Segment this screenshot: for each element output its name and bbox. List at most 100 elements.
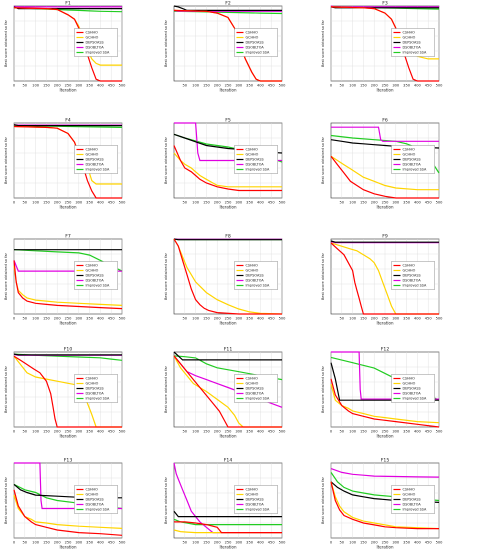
x-tick-label: 300 <box>75 84 83 88</box>
subplot-f12: 0 50 100 150 200 250 300 350 400 450 500 F12 Iterati… <box>321 347 443 439</box>
y-axis-label: Best score obtained so far <box>321 476 325 524</box>
x-tick-label: 400 <box>414 541 422 545</box>
x-tick-label: 50 <box>183 541 188 545</box>
x-tick-label: 350 <box>403 201 411 205</box>
x-tick-label: 150 <box>203 430 211 434</box>
x-tick-label: 500 <box>279 430 287 434</box>
legend-label: CSHHO <box>85 488 98 492</box>
subplot-title: F5 <box>225 118 231 124</box>
series-line-gchho <box>330 242 439 315</box>
x-tick-label: 400 <box>257 430 265 434</box>
x-tick-label: 400 <box>414 201 422 205</box>
x-tick-label: 300 <box>392 201 400 205</box>
series-line-gchho <box>330 383 440 424</box>
series-line-gchho <box>173 355 282 428</box>
subplot-f4: 0 50 100 150 200 250 300 350 400 450 500 F4 Iteratio… <box>4 118 126 210</box>
series-line-cshho <box>13 260 123 310</box>
x-tick-label: 200 <box>214 201 222 205</box>
subplot-f8: 50 100 150 200 250 300 350 400 450 500 F8 Iteration… <box>164 234 286 326</box>
x-tick-label: 500 <box>279 317 287 321</box>
legend-label: DSOBLTOA <box>402 392 421 396</box>
legend-label: DEPSOASS <box>402 158 420 162</box>
subplot-title: F7 <box>65 234 71 240</box>
legend-label: DSOBLTOA <box>85 46 104 50</box>
legend-label: CSHHO <box>85 31 98 35</box>
legend-label: Improved SSA <box>85 51 110 55</box>
x-tick-label: 250 <box>382 430 390 434</box>
series-line-cshho <box>174 521 282 534</box>
x-tick-label: 250 <box>225 430 233 434</box>
legend-label: DEPSOASS <box>85 498 103 502</box>
x-tick-label: 450 <box>425 317 433 321</box>
x-tick-label: 350 <box>86 317 94 321</box>
series-line-dsobltoa <box>330 468 440 478</box>
legend-label: Improved SSA <box>402 51 427 55</box>
legend-label: Improved SSA <box>245 397 270 401</box>
x-tick-label: 400 <box>97 201 105 205</box>
y-axis-label: Best score obtained so far <box>4 252 8 300</box>
x-tick-label: 200 <box>54 541 62 545</box>
legend-label: DEPSOASS <box>245 158 263 162</box>
x-tick-label: 150 <box>360 201 368 205</box>
x-tick-label: 150 <box>43 317 51 321</box>
legend-label: Improved SSA <box>85 508 110 512</box>
subplot-title: F14 <box>224 458 233 464</box>
x-tick-label: 250 <box>65 541 73 545</box>
x-tick-label: 250 <box>65 201 73 205</box>
legend-label: GCHHO <box>85 382 98 386</box>
x-tick-label: 100 <box>349 84 357 88</box>
legend-label: CSHHO <box>245 488 258 492</box>
x-tick-label: 200 <box>371 317 379 321</box>
x-tick-label: 300 <box>75 541 83 545</box>
subplot-f11: 50 100 150 200 250 300 350 400 450 500 F11 Iteratio… <box>164 347 286 439</box>
series-line-dsobltoa <box>13 5 122 8</box>
x-tick-label: 400 <box>97 317 105 321</box>
x-tick-label: 250 <box>225 317 233 321</box>
x-tick-label: 300 <box>75 430 83 434</box>
x-tick-label: 150 <box>360 430 368 434</box>
series-line-gchho <box>13 494 123 529</box>
subplot-f14: 50 100 150 200 250 300 350 400 450 500 F14 Iteratio… <box>164 458 286 550</box>
x-tick-label: 250 <box>382 541 390 545</box>
x-tick-label: 50 <box>183 201 188 205</box>
legend-label: GCHHO <box>402 36 415 40</box>
x-tick-label: 100 <box>349 201 357 205</box>
legend-label: GCHHO <box>402 269 415 273</box>
y-axis-label: Best score obtained so far <box>321 252 325 300</box>
x-tick-label: 100 <box>192 84 200 88</box>
legend-label: CSHHO <box>85 148 98 152</box>
x-tick-label: 200 <box>371 430 379 434</box>
x-tick-label: 100 <box>349 430 357 434</box>
legend-label: CSHHO <box>402 377 415 381</box>
legend-label: CSHHO <box>245 31 258 35</box>
series-line-depsoass <box>330 362 439 401</box>
y-axis-label: Best score obtained so far <box>321 365 325 413</box>
series-line-cshho <box>330 378 440 428</box>
x-tick-label: 250 <box>225 541 233 545</box>
x-tick-label: 50 <box>23 317 28 321</box>
legend-label: Improved SSA <box>245 168 270 172</box>
x-tick-label: 100 <box>32 84 40 88</box>
x-tick-label: 450 <box>108 201 116 205</box>
x-tick-label: 200 <box>371 84 379 88</box>
legend-label: CSHHO <box>85 377 98 381</box>
y-axis-label: Best score obtained so far <box>321 136 325 184</box>
legend-label: DEPSOASS <box>245 387 263 391</box>
legend-label: DEPSOASS <box>245 274 263 278</box>
x-tick-label: 200 <box>54 430 62 434</box>
x-tick-label: 200 <box>54 201 62 205</box>
x-tick-label: 200 <box>371 201 379 205</box>
legend-label: GCHHO <box>245 493 258 497</box>
x-tick-label: 300 <box>392 541 400 545</box>
x-tick-label: 500 <box>119 201 127 205</box>
x-tick-label: 250 <box>382 84 390 88</box>
x-tick-label: 350 <box>403 317 411 321</box>
legend-label: Improved SSA <box>85 284 110 288</box>
x-tick-label: 50 <box>23 430 28 434</box>
subplot-f7: 0 50 100 150 200 250 300 350 400 450 500 F7 Iteratio… <box>4 234 126 326</box>
subplot-f1: 0 50 100 150 200 250 300 350 400 450 500 F1 Iteratio… <box>4 1 126 93</box>
x-tick-label: 450 <box>425 430 433 434</box>
